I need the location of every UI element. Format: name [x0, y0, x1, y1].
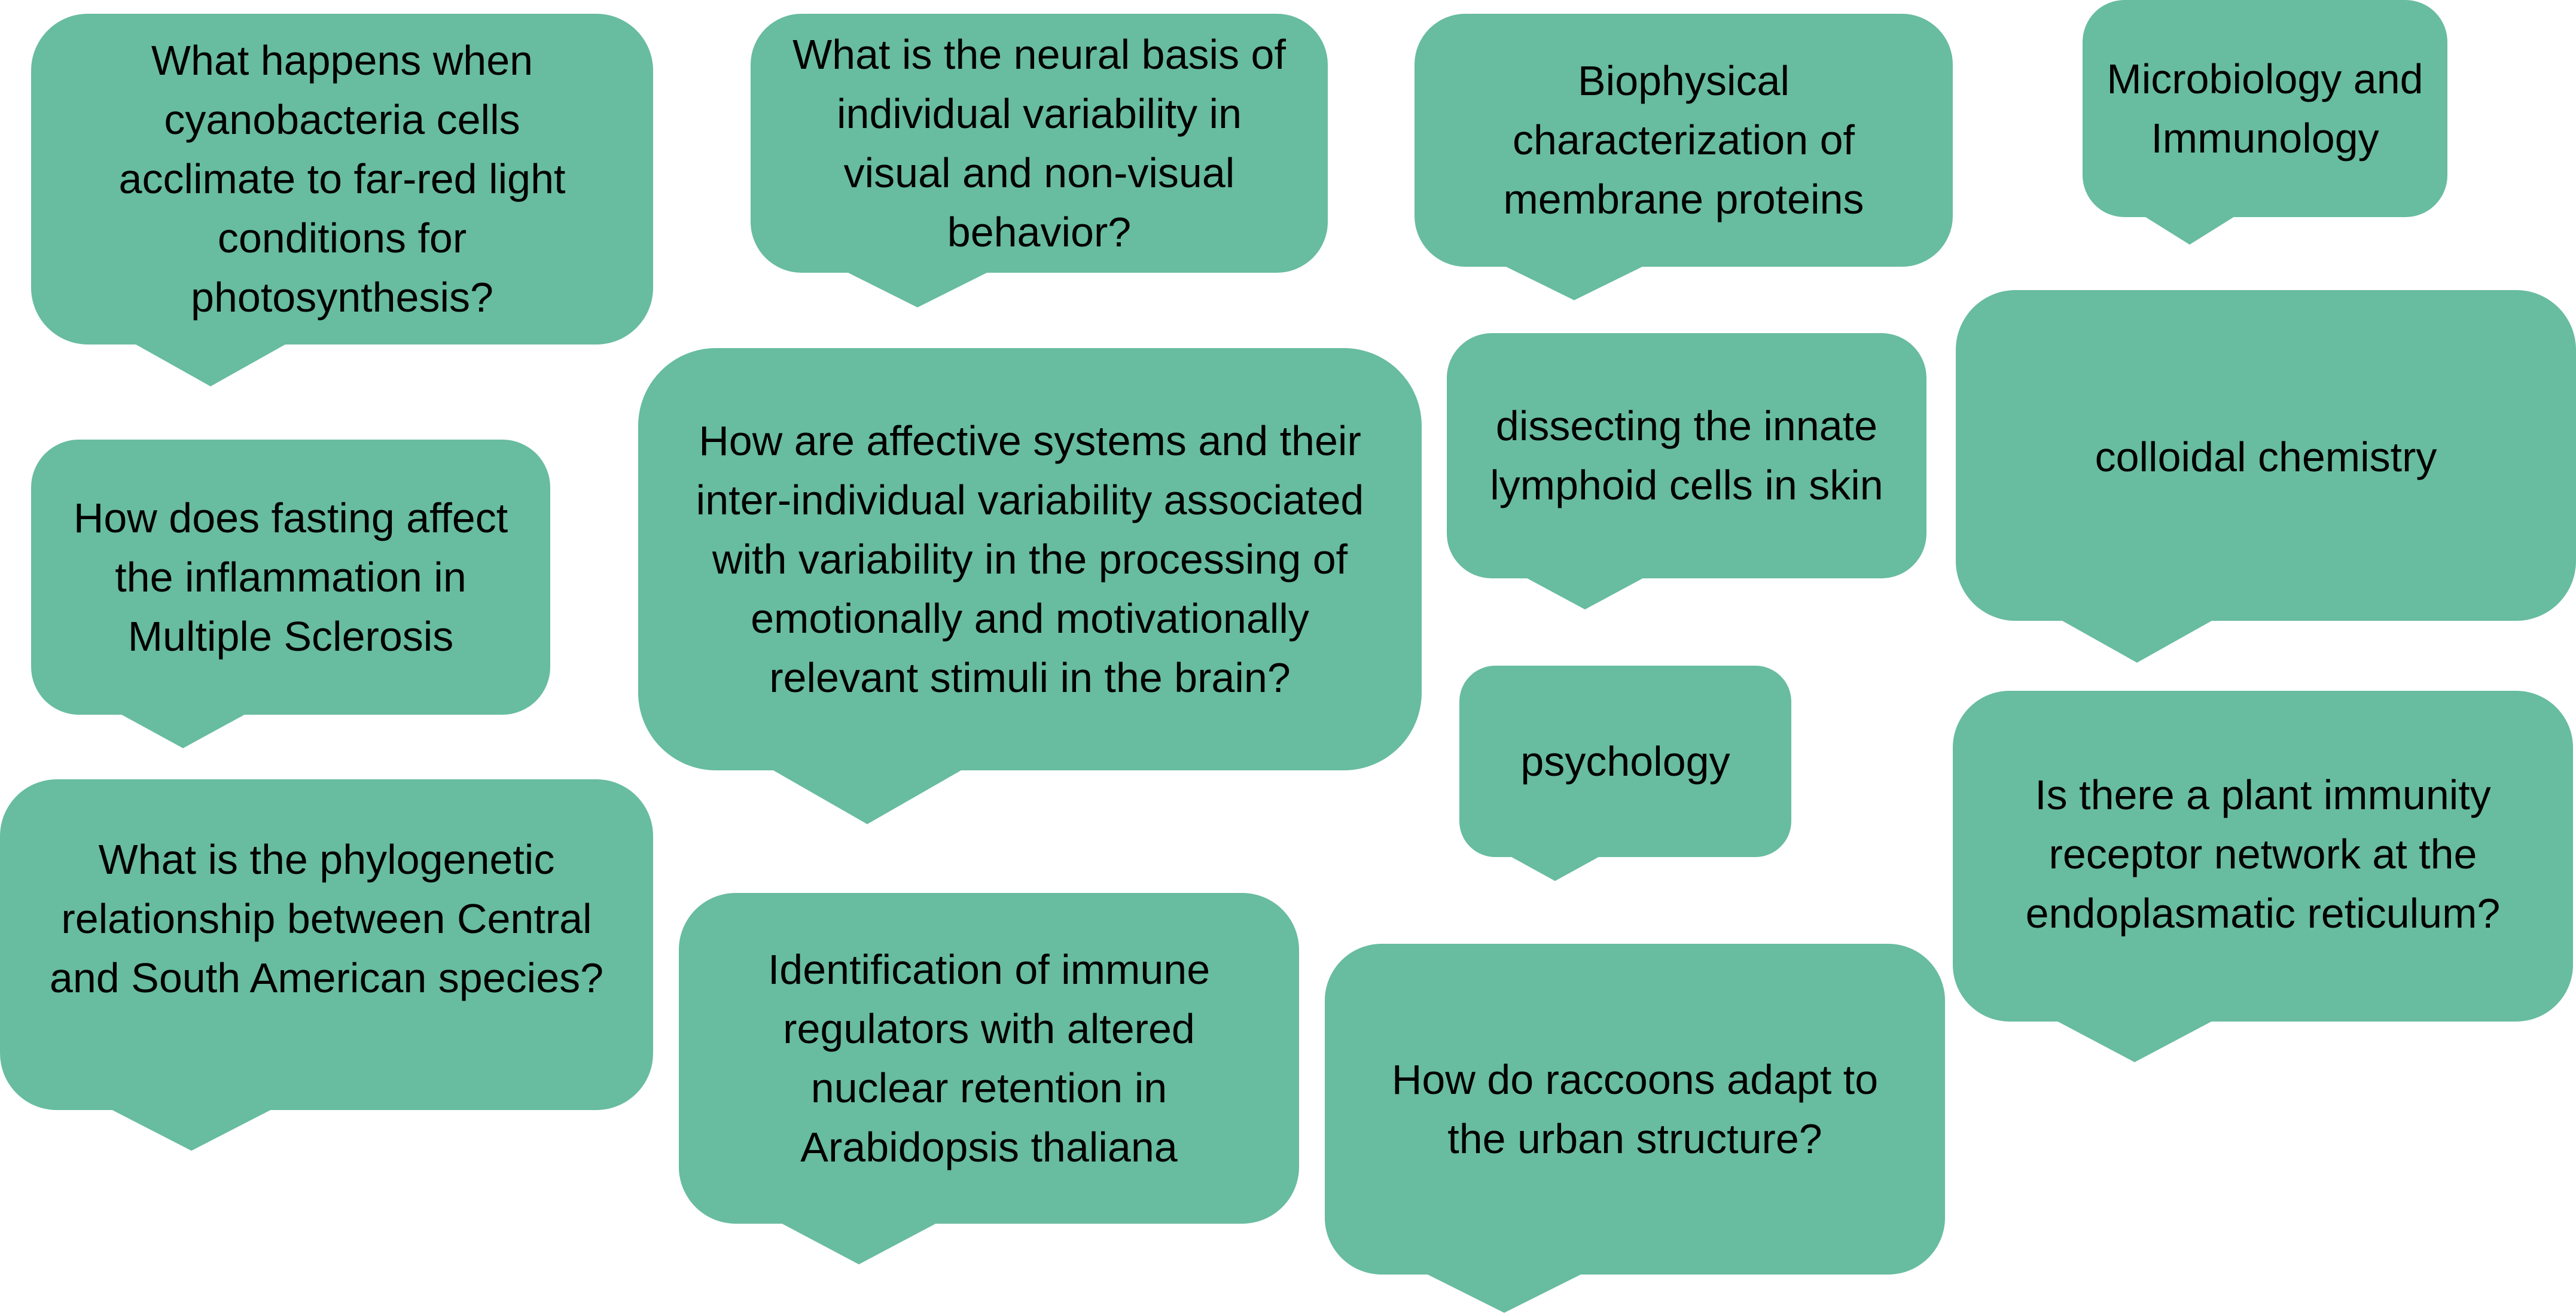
bubble-tail [1523, 576, 1647, 609]
speech-bubble-immune-regulators: Identification of immune regulators with… [679, 893, 1299, 1224]
bubble-text: What happens when cyanobacteria cells ac… [118, 37, 566, 321]
bubble-tail [1501, 264, 1647, 300]
bubble-text: How are affective systems and their inte… [696, 417, 1364, 701]
bubble-text: Is there a plant immunity receptor netwo… [2025, 772, 2501, 937]
bubble-tail [1507, 855, 1603, 881]
speech-bubble-psychology: psychology [1459, 666, 1791, 857]
speech-bubble-affective-systems: How are affective systems and their inte… [638, 348, 1422, 770]
bubble-text: What is the phylogenetic relationship be… [49, 836, 604, 1001]
bubble-text: How do raccoons adapt to the urban struc… [1391, 1056, 1879, 1162]
bubble-tail [843, 270, 992, 307]
bubble-tail [117, 712, 249, 748]
bubble-text: Identification of immune regulators with… [767, 946, 1211, 1170]
speech-bubble-colloidal-chemistry: colloidal chemistry [1956, 290, 2576, 621]
bubble-text: Microbiology and Immunology [2106, 55, 2423, 161]
speech-bubble-cyanobacteria: What happens when cyanobacteria cells ac… [31, 14, 653, 344]
speech-bubble-fasting: How does fasting affect the inflammation… [31, 440, 550, 715]
bubble-text: Biophysical characterization of membrane… [1503, 57, 1864, 222]
bubble-tail [2058, 618, 2216, 663]
bubble-text: colloidal chemistry [2095, 434, 2437, 480]
bubble-tail [778, 1221, 940, 1264]
speech-bubble-membrane-proteins: Biophysical characterization of membrane… [1414, 14, 1953, 267]
speech-bubble-neural-basis: What is the neural basis of individual v… [751, 14, 1328, 273]
bubble-tail [132, 342, 289, 386]
bubble-text: dissecting the innate lymphoid cells in … [1490, 403, 1883, 508]
speech-bubble-raccoons: How do raccoons adapt to the urban struc… [1325, 944, 1945, 1275]
speech-bubble-innate-lymphoid-cells: dissecting the innate lymphoid cells in … [1447, 333, 1926, 578]
bubble-tail [2142, 215, 2237, 245]
speech-bubble-microbiology: Microbiology and Immunology [2083, 0, 2447, 217]
bubble-tail [769, 768, 965, 824]
speech-bubble-phylogenetic: What is the phylogenetic relationship be… [0, 779, 653, 1110]
bubble-text: psychology [1520, 737, 1730, 785]
speech-bubble-plant-immunity: Is there a plant immunity receptor netwo… [1953, 691, 2573, 1022]
bubble-tail [108, 1108, 275, 1151]
bubble-text: How does fasting affect the inflammation… [73, 494, 508, 660]
bubble-tail [1423, 1272, 1586, 1313]
bubble-text: What is the neural basis of individual v… [792, 31, 1286, 255]
bubble-tail [2053, 1019, 2216, 1062]
